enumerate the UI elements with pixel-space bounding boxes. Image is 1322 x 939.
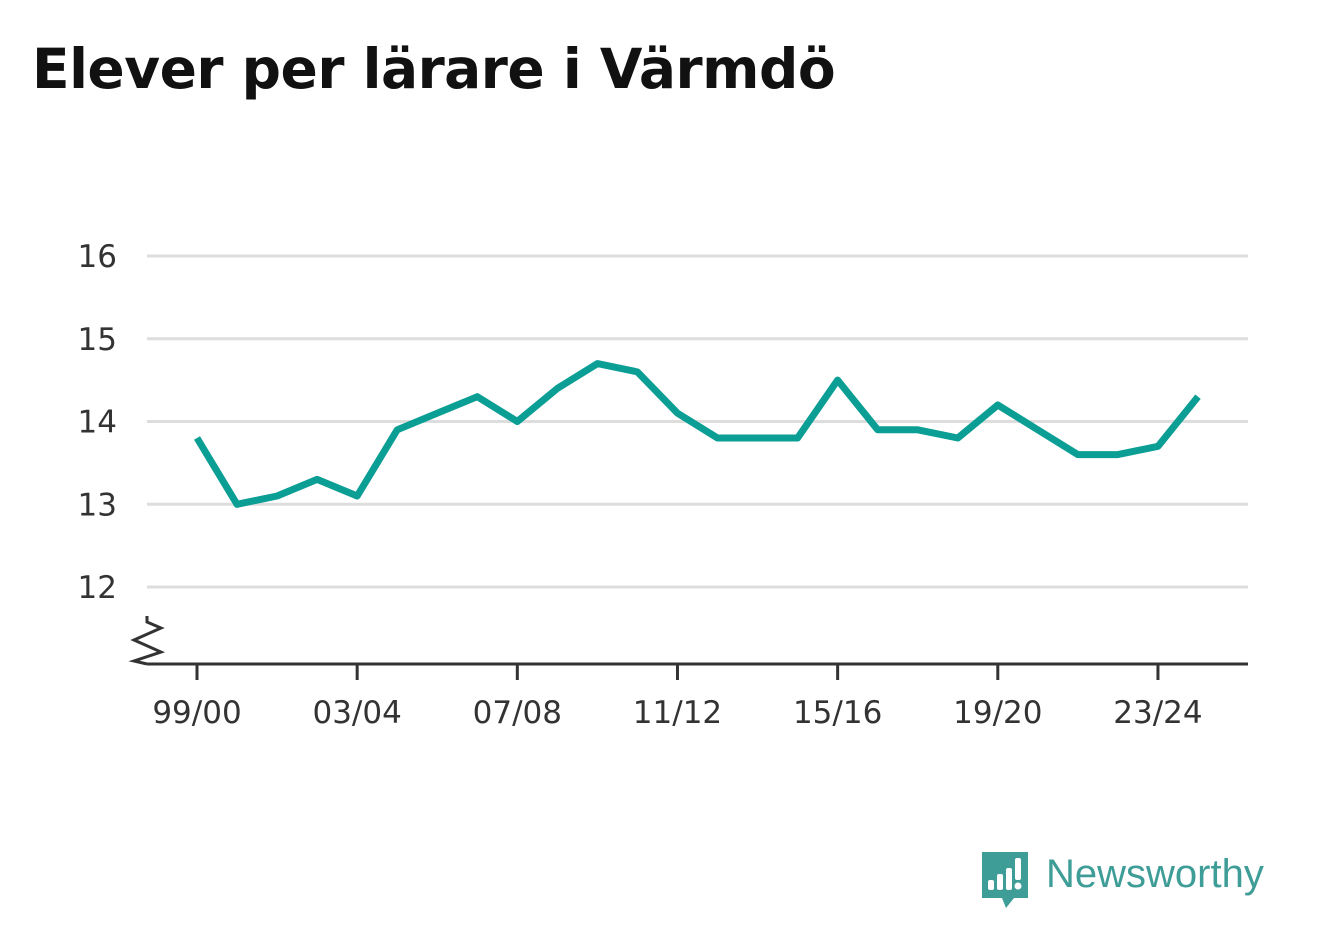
x-axis — [128, 616, 1248, 666]
y-axis-ticks: 12 13 14 15 16 — [78, 239, 117, 606]
x-tick-label: 99/00 — [152, 695, 241, 731]
x-tick-label: 07/08 — [473, 695, 562, 731]
chart-title: Elever per lärare i Värmdö — [32, 37, 836, 101]
x-tick-label: 23/24 — [1113, 695, 1202, 731]
x-tick-label: 11/12 — [633, 695, 722, 731]
y-tick-label: 16 — [78, 239, 117, 275]
newsworthy-logo: Newsworthy — [980, 850, 1264, 912]
series-line — [194, 360, 1201, 508]
x-tick-label: 19/20 — [953, 695, 1042, 731]
x-axis-ticks: 99/00 03/04 07/08 11/12 15/16 19/20 23/24 — [152, 664, 1203, 731]
x-tick-label: 03/04 — [312, 695, 401, 731]
y-tick-label: 12 — [78, 570, 117, 606]
y-tick-label: 15 — [78, 322, 117, 358]
x-tick-label: 15/16 — [793, 695, 882, 731]
newsworthy-logo-icon — [982, 852, 1028, 908]
newsworthy-logo-text: Newsworthy — [1046, 852, 1264, 896]
axis-break-icon — [128, 616, 166, 666]
y-tick-label: 14 — [78, 405, 117, 441]
y-tick-label: 13 — [78, 487, 117, 523]
series — [194, 360, 1201, 508]
